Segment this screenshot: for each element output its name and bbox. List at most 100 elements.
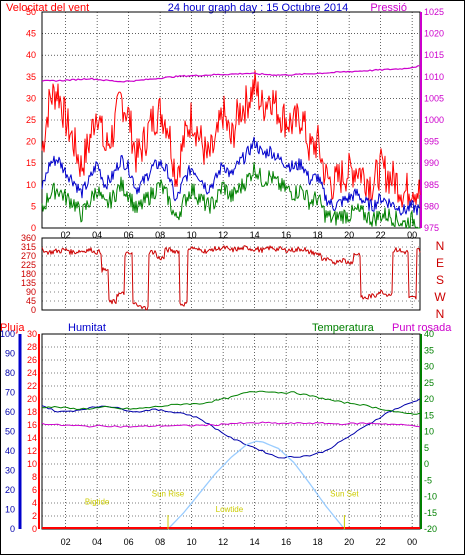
x-tick-label-humidity: 04 [92, 537, 102, 547]
pressure-y-tick-label: 1015 [424, 50, 444, 60]
rain-y-tick-label: 0 [32, 524, 37, 534]
direction-y-tick-label: 360 [21, 233, 36, 243]
temperature-y-tick-label: -5 [424, 475, 432, 485]
axis-labels: 0202040406060808101012121414161618182020… [0, 7, 446, 547]
x-tick-label-humidity: 16 [281, 537, 291, 547]
annotation-label: Sun Set [330, 490, 359, 499]
temperature-y-tick-label: 20 [424, 394, 434, 404]
temperature-y-tick-label: 40 [424, 329, 434, 339]
graph-title: 24 hour graph day : 15 Octubre 2014 [168, 2, 348, 14]
pressure-y-tick-label: 995 [424, 137, 439, 147]
x-tick-label-humidity: 08 [155, 537, 165, 547]
annotation-label: Bigtide [85, 497, 110, 506]
rain-y-tick-label: 18 [27, 407, 37, 417]
temperature-title: Temperatura [312, 322, 375, 334]
direction-y-tick-label: 180 [21, 269, 36, 279]
direction-y-tick-label: 0 [31, 305, 36, 315]
direction-y-tick-label: 135 [21, 278, 36, 288]
x-tick-label-wind: 06 [124, 230, 134, 240]
wind-minimum-line [41, 162, 420, 229]
humidity-title: Humitat [68, 322, 106, 334]
rain-title: Pluja [0, 322, 25, 334]
direction-y-tick-label: 315 [21, 242, 36, 252]
pressure-y-tick-label: 980 [424, 201, 439, 211]
x-tick-label-humidity: 02 [61, 537, 71, 547]
rain-y-tick-label: 2 [32, 511, 37, 521]
rain-y-tick-label: 28 [27, 342, 37, 352]
pressure-y-tick-label: 990 [424, 158, 439, 168]
temperature-y-tick-label: 25 [424, 378, 434, 388]
x-tick-label-wind: 04 [92, 230, 102, 240]
x-tick-label-humidity: 00 [407, 537, 417, 547]
pressure-y-tick-label: 1020 [424, 29, 444, 39]
wind-y-tick-label: 10 [26, 180, 36, 190]
rain-y-tick-label: 20 [27, 394, 37, 404]
x-tick-label-humidity: 06 [124, 537, 134, 547]
x-tick-label-wind: 00 [407, 230, 417, 240]
humidity-y-tick-label: 70 [5, 388, 15, 398]
pressure-y-tick-label: 1005 [424, 93, 444, 103]
rain-y-tick-label: 26 [27, 355, 37, 365]
wind-y-tick-label: 50 [26, 7, 36, 17]
direction-y-tick-label: 270 [21, 251, 36, 261]
dewpoint-line [41, 421, 421, 428]
humidity-y-tick-label: 90 [5, 349, 15, 359]
x-tick-label-humidity: 14 [250, 537, 260, 547]
temperature-y-tick-label: 0 [424, 459, 429, 469]
rain-y-tick-label: 8 [32, 472, 37, 482]
wind-y-tick-label: 30 [26, 93, 36, 103]
data-series [41, 65, 421, 530]
x-tick-label-wind: 02 [61, 230, 71, 240]
wind-speed-title: Velocitat del vent [6, 2, 89, 14]
annotation-label: Lowtide [216, 505, 244, 514]
x-tick-label-humidity: 12 [218, 537, 228, 547]
compass-label: S [436, 273, 444, 287]
humidity-y-tick-label: 50 [5, 427, 15, 437]
humidity-y-tick-label: 60 [5, 407, 15, 417]
compass-label: N [436, 307, 445, 321]
humidity-y-tick-label: 30 [5, 466, 15, 476]
humidity-y-tick-label: 40 [5, 446, 15, 456]
x-tick-label-wind: 08 [155, 230, 165, 240]
annotation-label: Sun Rise [152, 490, 185, 499]
pressure-y-tick-label: 975 [424, 223, 439, 233]
pressure-y-tick-label: 1010 [424, 72, 444, 82]
temperature-y-tick-label: 10 [424, 427, 434, 437]
temperature-line [41, 390, 421, 415]
rain-y-tick-label: 16 [27, 420, 37, 430]
x-tick-label-wind: 18 [313, 230, 323, 240]
direction-y-tick-label: 45 [26, 296, 36, 306]
humidity-y-tick-label: 80 [5, 368, 15, 378]
compass-label: W [434, 290, 446, 304]
rain-y-tick-label: 30 [27, 329, 37, 339]
wind-gust-line [41, 70, 421, 208]
wind-y-tick-label: 35 [26, 72, 36, 82]
x-tick-label-wind: 16 [281, 230, 291, 240]
rain-y-tick-label: 6 [32, 485, 37, 495]
x-tick-label-wind: 10 [187, 230, 197, 240]
pressure-y-tick-label: 1025 [424, 7, 444, 17]
temperature-y-tick-label: -10 [424, 492, 437, 502]
dewpoint-title: Punt rosada [392, 322, 452, 334]
wind-y-tick-label: 20 [26, 137, 36, 147]
pressure-y-tick-label: 985 [424, 180, 439, 190]
wind-direction-line [41, 245, 421, 311]
humidity-y-tick-label: 10 [5, 505, 15, 515]
rain-y-tick-label: 4 [32, 498, 37, 508]
x-tick-label-humidity: 10 [187, 537, 197, 547]
direction-y-tick-label: 90 [26, 287, 36, 297]
annotations: Bigtide Sun Rise Lowtide Sun Set [85, 490, 359, 529]
wind-y-tick-label: 0 [31, 223, 36, 233]
temperature-y-tick-label: -15 [424, 508, 437, 518]
pressure-y-tick-label: 1000 [424, 115, 444, 125]
sun-elevation-line [167, 440, 345, 530]
pressure-title: Pressió [370, 2, 407, 14]
temperature-y-tick-label: -20 [424, 524, 437, 534]
x-tick-label-wind: 14 [250, 230, 260, 240]
wind-average-line [41, 136, 420, 216]
humidity-y-tick-label: 100 [0, 329, 15, 339]
x-tick-label-wind: 20 [344, 230, 354, 240]
pressure-line [41, 65, 421, 83]
humidity-y-tick-label: 0 [10, 524, 15, 534]
